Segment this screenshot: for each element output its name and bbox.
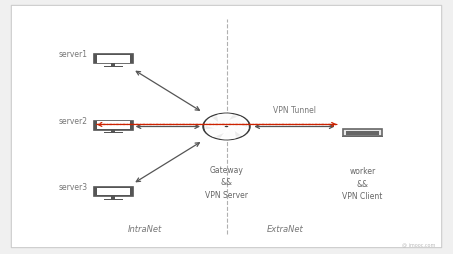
- FancyBboxPatch shape: [11, 6, 442, 248]
- Bar: [96, 56, 130, 64]
- Polygon shape: [218, 115, 247, 126]
- Text: VPN Tunnel: VPN Tunnel: [273, 106, 316, 115]
- Text: worker
&&
VPN Client: worker && VPN Client: [342, 166, 383, 200]
- Bar: [346, 131, 379, 135]
- Polygon shape: [224, 117, 248, 136]
- Bar: [343, 130, 381, 137]
- Circle shape: [203, 114, 250, 140]
- Text: ExtraNet: ExtraNet: [267, 224, 304, 233]
- Bar: [111, 196, 115, 199]
- Text: server1: server1: [58, 50, 87, 59]
- Bar: [94, 187, 132, 196]
- Bar: [104, 133, 123, 134]
- Bar: [94, 55, 132, 64]
- Polygon shape: [205, 115, 232, 130]
- Text: server2: server2: [58, 116, 87, 125]
- Bar: [96, 122, 130, 130]
- Bar: [111, 130, 115, 133]
- Text: IntraNet: IntraNet: [128, 224, 162, 233]
- Text: @ imooc.com: @ imooc.com: [401, 241, 435, 246]
- Text: server3: server3: [58, 182, 87, 191]
- Text: Gateway
&&
VPN Server: Gateway && VPN Server: [205, 165, 248, 199]
- Bar: [342, 137, 383, 138]
- Polygon shape: [221, 124, 248, 139]
- Bar: [96, 188, 130, 196]
- Polygon shape: [206, 128, 235, 139]
- Bar: [104, 67, 123, 68]
- Bar: [104, 199, 123, 200]
- Bar: [111, 64, 115, 67]
- Polygon shape: [205, 118, 229, 137]
- Bar: [94, 121, 132, 130]
